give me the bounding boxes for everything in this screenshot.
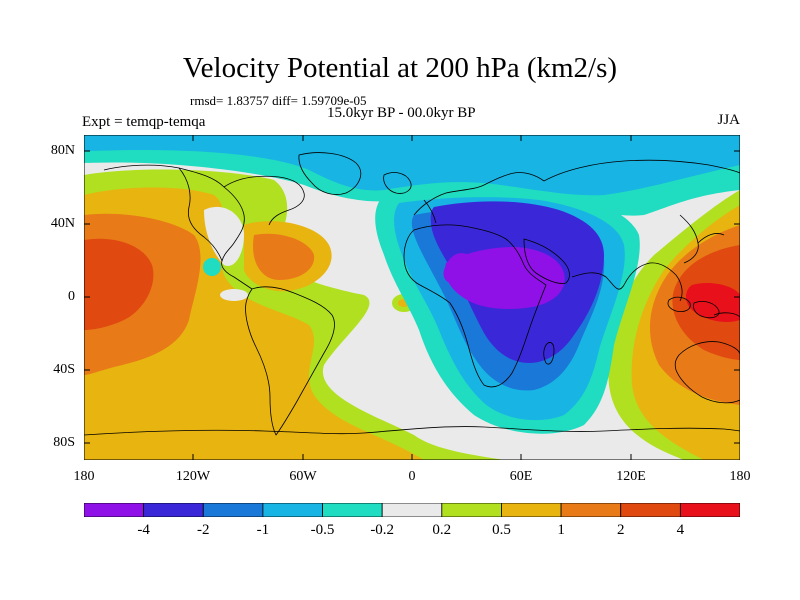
map-title: Velocity Potential at 200 hPa (km2/s) (182, 52, 618, 84)
positive-region-west-2 (84, 238, 154, 330)
colorbar-swatch (84, 503, 145, 517)
colorbar-label: -2 (197, 522, 210, 538)
lon-label-180e: 180 (729, 469, 751, 484)
colorbar (84, 503, 740, 517)
colorbar-swatch (381, 503, 443, 517)
colorbar-swatch (620, 503, 681, 517)
colorbar-swatch (501, 503, 562, 517)
season-label: JJA (717, 112, 740, 128)
lon-label-60w: 60W (289, 469, 317, 484)
lon-label-180w: 180 (73, 469, 95, 484)
lon-label-120e: 120E (616, 469, 646, 484)
colorbar-swatch (143, 503, 204, 517)
negative-region-africa-4 (445, 247, 565, 309)
lat-label-80s: 80S (53, 435, 75, 450)
colorbar-swatch (560, 503, 622, 517)
colorbar-label: -4 (137, 522, 150, 538)
stats-line: rmsd= 1.83757 diff= 1.59709e-05 (190, 93, 367, 108)
colorbar-swatch (202, 503, 264, 517)
lat-label-40n: 40N (50, 216, 75, 231)
colorbar-label: 4 (676, 522, 685, 538)
positive-region-east-4 (686, 283, 740, 322)
negative-region-north-0.5 (84, 135, 740, 196)
colorbar-swatch (262, 503, 323, 517)
colorbar-swatch (441, 503, 502, 517)
lat-label-40s: 40S (53, 362, 75, 377)
colorbar-label: 0.5 (492, 522, 511, 538)
lon-label-120w: 120W (175, 469, 211, 484)
experiment-label: Expt = temqp-temqa (82, 114, 206, 130)
period-label: 15.0kyr BP - 00.0kyr BP (327, 105, 476, 121)
lon-label-0: 0 (408, 469, 416, 484)
colorbar-swatch (679, 503, 740, 517)
coastlines (84, 152, 740, 436)
colorbar-label: 0.2 (432, 522, 452, 538)
colorbar-label: 1 (557, 522, 565, 538)
lat-label-0: 0 (68, 289, 75, 304)
colorbar-label: -0.2 (370, 522, 395, 538)
colorbar-swatch (322, 503, 383, 517)
colorbar-label: -1 (256, 522, 270, 538)
lat-label-80n: 80N (50, 143, 75, 158)
colorbar-label: -0.5 (310, 522, 335, 538)
colorbar-label: 2 (616, 522, 625, 538)
velocity-potential-map (84, 135, 740, 460)
lon-label-60e: 60E (509, 469, 533, 484)
